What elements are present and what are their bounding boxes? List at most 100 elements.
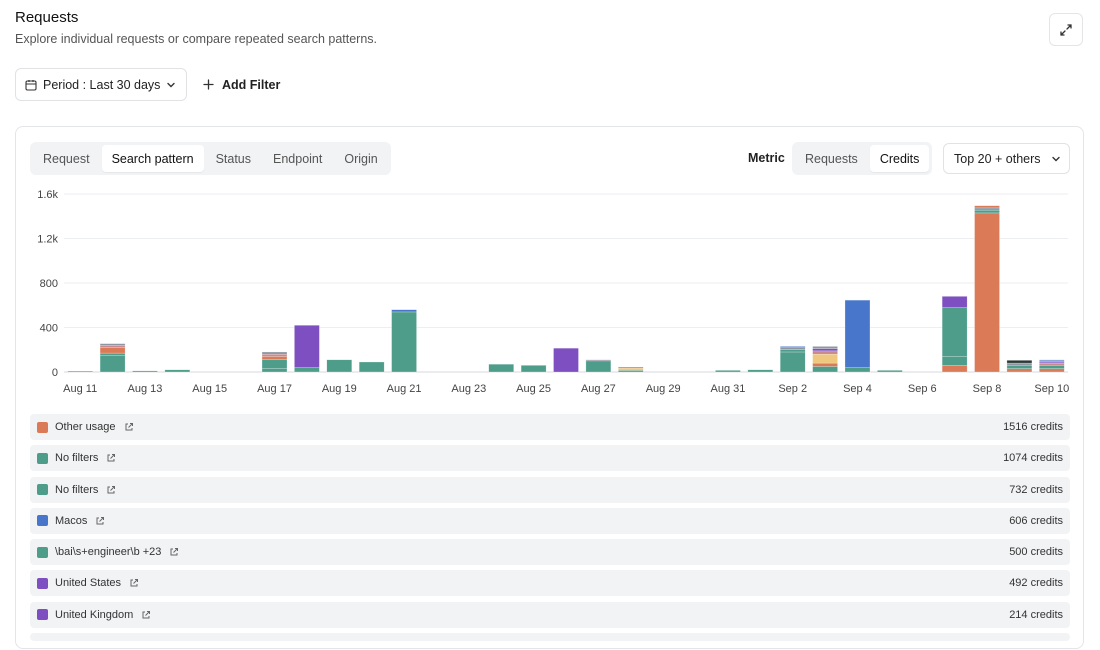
legend-label: Other usage — [55, 421, 116, 433]
bar-segment — [812, 346, 838, 349]
x-tick-label: Aug 23 — [451, 383, 486, 395]
bar-segment — [812, 362, 838, 367]
x-tick-label: Aug 29 — [646, 383, 681, 395]
x-tick-label: Aug 27 — [581, 383, 616, 395]
bar-segment — [812, 348, 838, 352]
legend-row-partial — [30, 633, 1070, 642]
legend-value: 606 credits — [1009, 514, 1063, 527]
bar-segment — [358, 361, 385, 373]
bar-segment — [941, 296, 968, 308]
bar-segment — [99, 345, 126, 348]
bar-segment — [99, 343, 126, 346]
bar-segment — [812, 366, 838, 373]
chevron-down-icon — [167, 82, 176, 87]
legend-label: No filters — [55, 483, 99, 496]
bar-segment — [99, 355, 126, 373]
x-tick-label: Sep 2 — [778, 383, 807, 395]
metric-toggle: Requests Credits — [792, 142, 933, 175]
external-link-icon[interactable] — [106, 453, 116, 463]
legend-row[interactable]: United Kingdom 214 credits — [30, 601, 1070, 628]
x-tick-label: Aug 25 — [516, 383, 551, 395]
bar-segment — [488, 363, 514, 373]
bar-segment — [844, 367, 871, 373]
external-link-icon[interactable] — [106, 485, 116, 495]
legend-swatch — [37, 546, 48, 558]
legend-value: 500 credits — [1009, 546, 1063, 559]
bar-segment — [261, 351, 288, 355]
x-tick-label: Sep 4 — [843, 383, 872, 395]
x-tick-label: Aug 17 — [257, 383, 292, 395]
bar-segment — [520, 365, 547, 373]
bar-segment — [941, 365, 968, 373]
period-label: Period : Last 30 days — [43, 77, 161, 92]
bar-segment — [294, 367, 320, 373]
bar-segment — [99, 352, 126, 356]
bar-segment — [844, 299, 871, 368]
legend-value: 214 credits — [1009, 608, 1063, 621]
bar-segment — [941, 356, 968, 366]
external-link-icon[interactable] — [124, 422, 134, 432]
metric-label: Metric — [748, 151, 785, 165]
external-link-icon[interactable] — [141, 610, 151, 620]
chevron-down-icon — [1052, 156, 1060, 161]
page-subtitle: Explore individual requests or compare r… — [15, 32, 378, 46]
bar-segment — [974, 207, 1000, 211]
tab-request[interactable]: Request — [43, 151, 90, 166]
bar-segment — [974, 212, 1000, 373]
tab-search-pattern[interactable]: Search pattern — [101, 145, 204, 172]
top-n-value: Top 20 + others — [954, 151, 1041, 166]
x-tick-label: Aug 31 — [710, 383, 745, 395]
bar-segment — [294, 325, 320, 368]
bar-segment — [326, 359, 353, 373]
bar-segment — [941, 307, 968, 357]
legend-swatch — [37, 609, 48, 621]
external-link-icon[interactable] — [95, 516, 105, 526]
legend-row[interactable]: No filters 1074 credits — [30, 445, 1070, 472]
period-select[interactable]: Period : Last 30 days — [15, 68, 188, 101]
page-title: Requests — [15, 9, 79, 26]
legend-row[interactable]: Macos 606 credits — [30, 507, 1070, 534]
bar-segment — [618, 366, 644, 369]
bar-segment — [974, 205, 1000, 209]
metric-credits-option[interactable]: Credits — [869, 145, 930, 172]
legend-label: No filters — [55, 452, 99, 465]
add-filter-button[interactable]: Add Filter — [197, 68, 286, 101]
bar-segment — [618, 370, 644, 373]
bar-segment — [1006, 360, 1033, 364]
bar-segment — [261, 356, 288, 361]
bar-segment — [779, 346, 806, 348]
bar-segment — [812, 350, 838, 355]
x-tick-label: Aug 15 — [192, 383, 227, 395]
tab-endpoint[interactable]: Endpoint — [273, 151, 323, 166]
external-link-icon[interactable] — [129, 578, 139, 588]
legend-swatch — [37, 484, 48, 496]
x-tick-label: Sep 8 — [973, 383, 1002, 395]
bar-segment — [779, 349, 806, 353]
metric-requests-option[interactable]: Requests — [805, 151, 858, 166]
bar-segment — [99, 347, 126, 354]
bar-segment — [1039, 362, 1065, 366]
external-link-icon[interactable] — [169, 547, 179, 557]
legend-row[interactable]: No filters 732 credits — [30, 476, 1070, 503]
bar-segment — [132, 370, 158, 373]
legend-row[interactable]: United States 492 credits — [30, 570, 1070, 597]
top-n-select[interactable]: Top 20 + others — [943, 143, 1070, 174]
legend-swatch — [37, 421, 48, 433]
legend-label: United Kingdom — [55, 608, 134, 621]
bar-segment — [585, 359, 612, 362]
legend-label: United States — [55, 577, 122, 590]
legend-value: 1074 credits — [1003, 452, 1063, 465]
x-tick-label: Aug 11 — [63, 383, 97, 395]
legend-list: Other usage 1516 credits No filters 1074… — [30, 414, 1070, 646]
bar-segment — [1039, 359, 1065, 363]
y-tick-label: 1.2k — [37, 234, 58, 246]
bar-segment — [812, 353, 838, 364]
x-tick-label: Aug 13 — [128, 383, 163, 395]
expand-button[interactable] — [1049, 13, 1083, 46]
tab-status[interactable]: Status — [215, 151, 251, 166]
legend-row[interactable]: \bai\s+engineer\b +23 500 credits — [30, 539, 1070, 566]
tab-origin[interactable]: Origin — [344, 151, 378, 166]
legend-row[interactable]: Other usage 1516 credits — [30, 414, 1070, 440]
x-tick-label: Aug 21 — [387, 383, 422, 395]
y-tick-label: 800 — [40, 278, 58, 290]
